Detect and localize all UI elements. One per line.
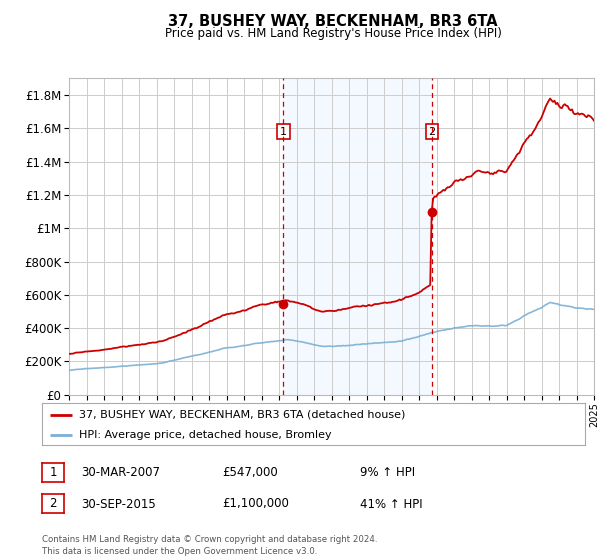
Text: 41% ↑ HPI: 41% ↑ HPI — [360, 497, 422, 511]
Text: 1: 1 — [280, 127, 287, 137]
Text: 37, BUSHEY WAY, BECKENHAM, BR3 6TA (detached house): 37, BUSHEY WAY, BECKENHAM, BR3 6TA (deta… — [79, 410, 405, 420]
Text: £1,100,000: £1,100,000 — [222, 497, 289, 511]
Text: HPI: Average price, detached house, Bromley: HPI: Average price, detached house, Brom… — [79, 430, 332, 440]
Text: 9% ↑ HPI: 9% ↑ HPI — [360, 466, 415, 479]
Bar — [283, 78, 432, 395]
Text: Price paid vs. HM Land Registry's House Price Index (HPI): Price paid vs. HM Land Registry's House … — [164, 27, 502, 40]
Text: 1: 1 — [49, 466, 57, 479]
Text: Contains HM Land Registry data © Crown copyright and database right 2024.
This d: Contains HM Land Registry data © Crown c… — [42, 535, 377, 556]
Text: 37, BUSHEY WAY, BECKENHAM, BR3 6TA: 37, BUSHEY WAY, BECKENHAM, BR3 6TA — [168, 14, 498, 29]
Text: 2: 2 — [49, 497, 57, 510]
Text: 30-SEP-2015: 30-SEP-2015 — [81, 497, 156, 511]
Text: 30-MAR-2007: 30-MAR-2007 — [81, 466, 160, 479]
Text: £547,000: £547,000 — [222, 466, 278, 479]
Text: 2: 2 — [428, 127, 436, 137]
